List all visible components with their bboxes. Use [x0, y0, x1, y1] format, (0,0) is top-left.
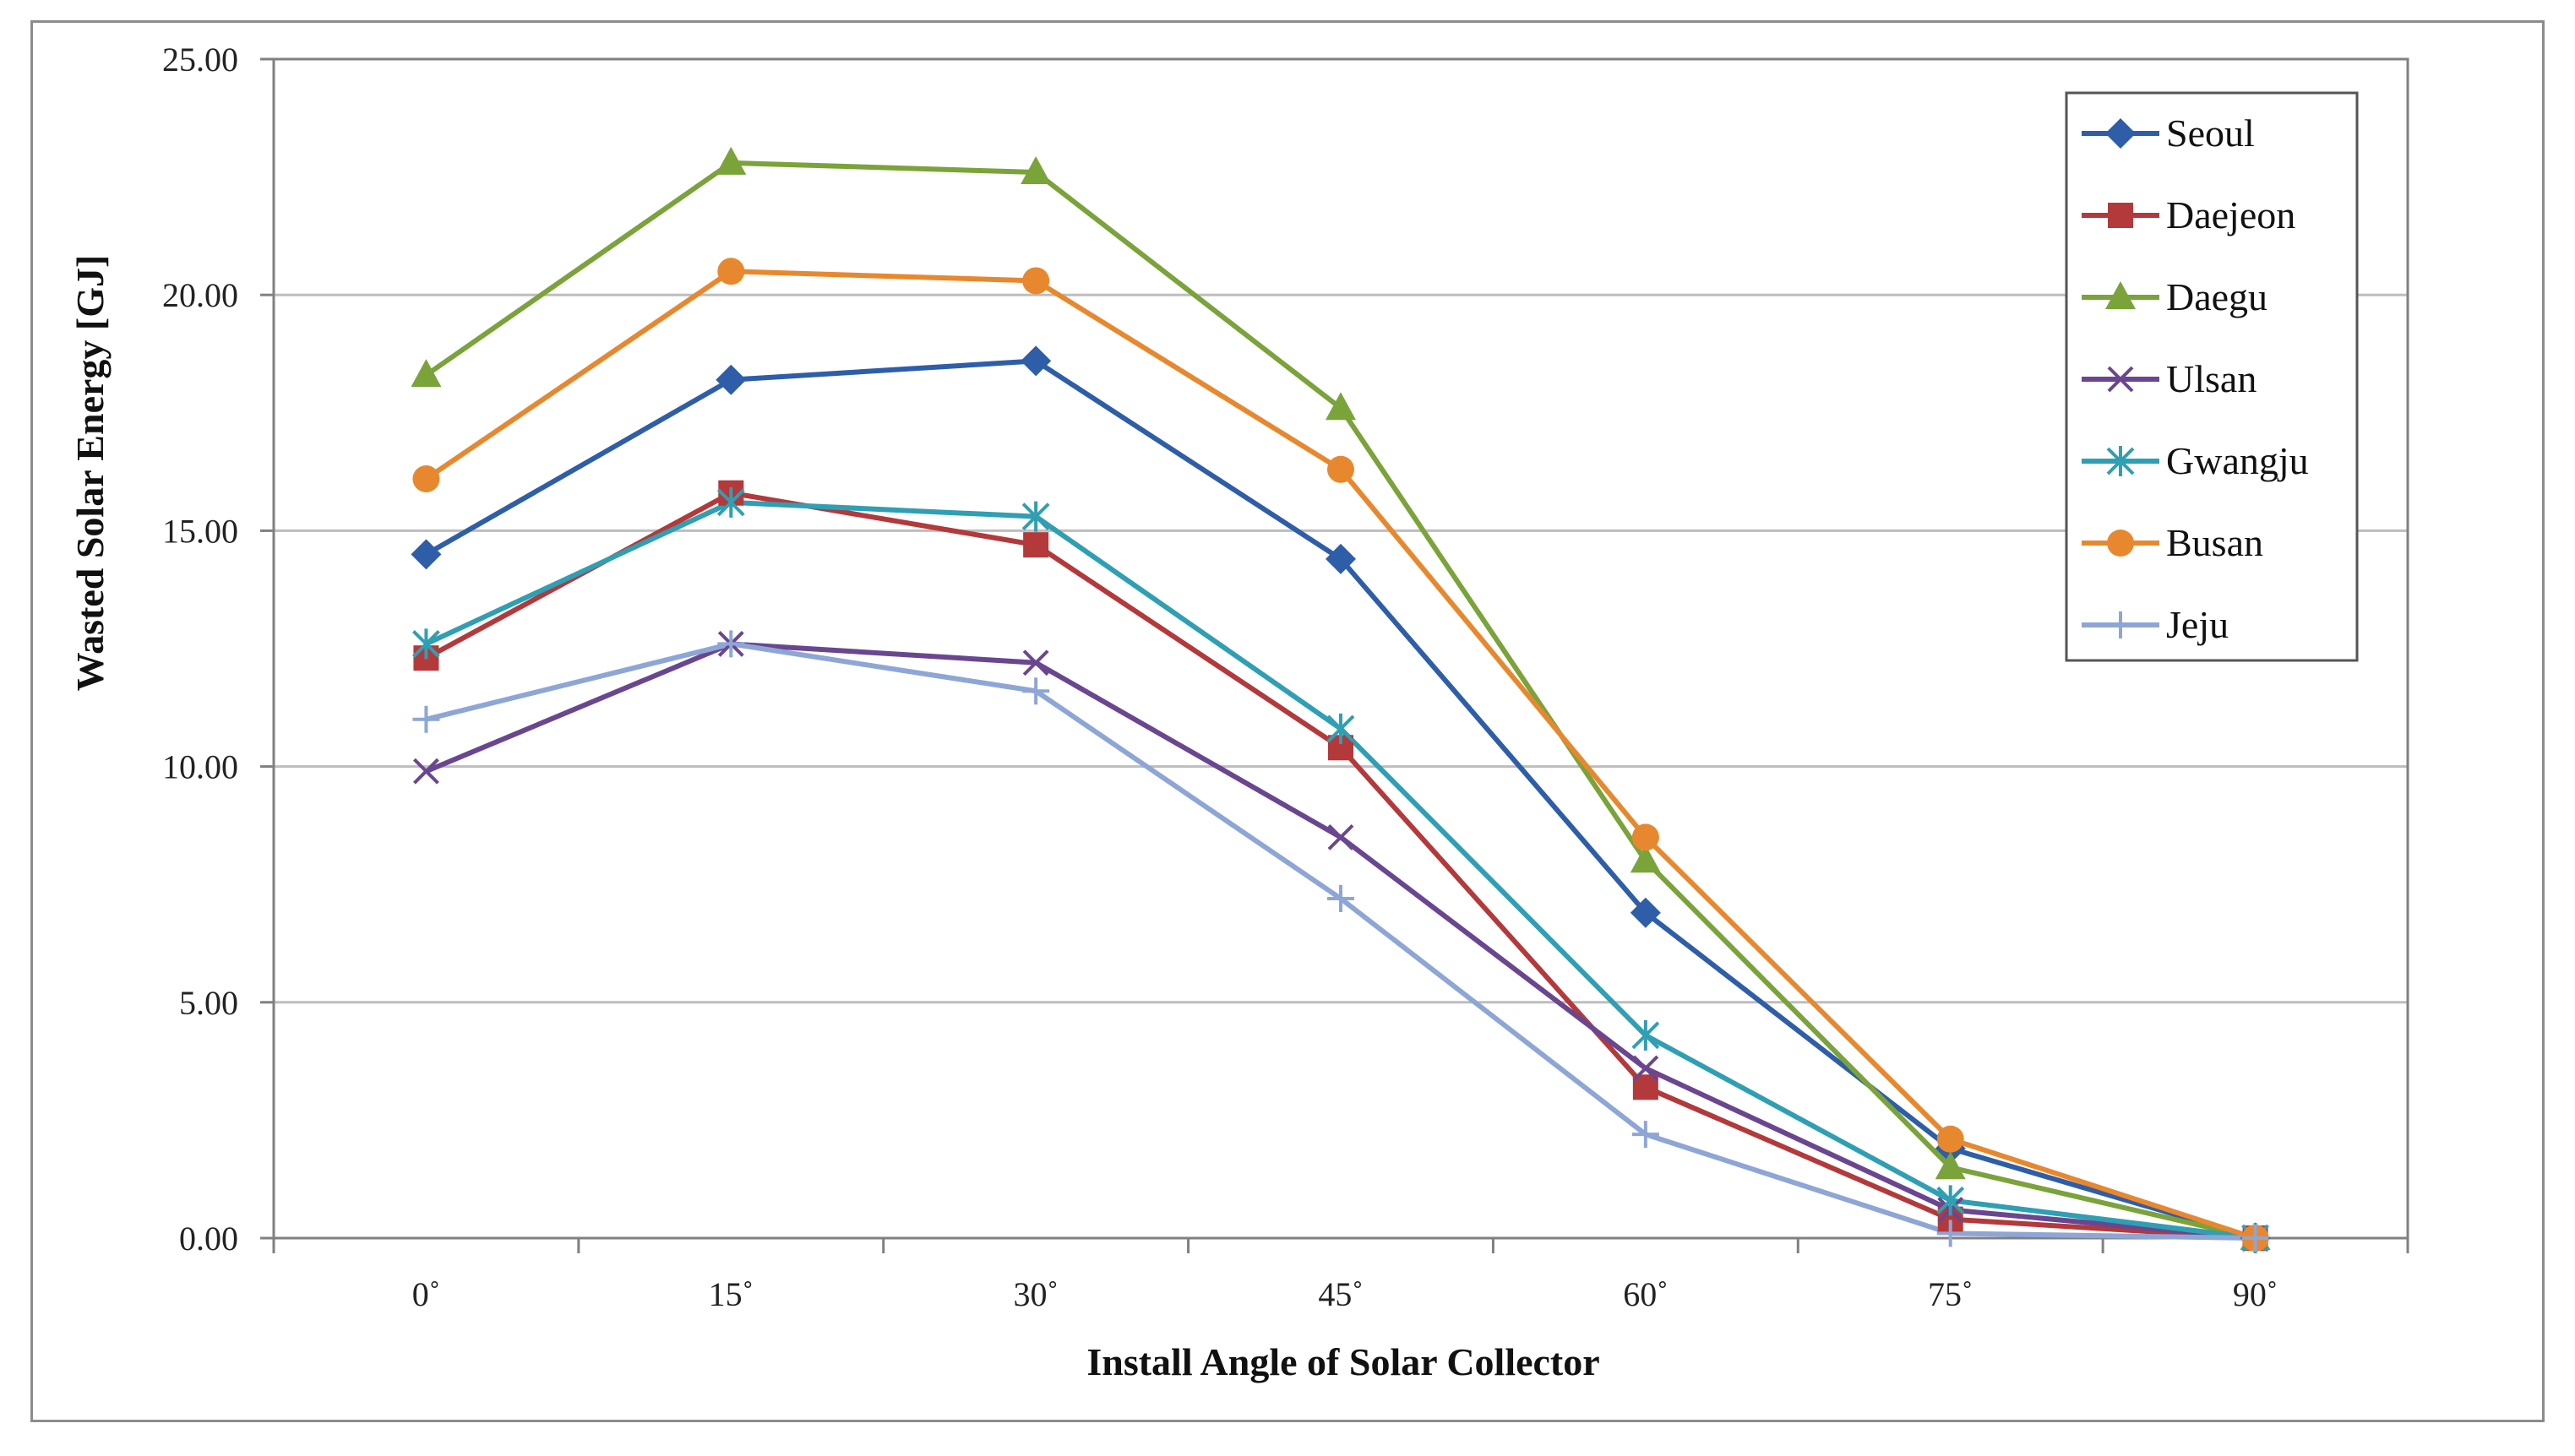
data-point-ulsan: [1632, 1055, 1659, 1082]
data-point-seoul: [1326, 543, 1356, 574]
x-tick-label: 60˚: [1623, 1275, 1668, 1313]
legend-label-gwangju: Gwangju: [2166, 439, 2309, 482]
data-point-jeju: [717, 630, 745, 658]
data-point-busan: [717, 258, 745, 285]
x-tick-label: 15˚: [709, 1275, 754, 1313]
legend-label-ulsan: Ulsan: [2166, 357, 2257, 400]
data-point-busan: [1022, 267, 1050, 295]
y-axis-title: Wasted Solar Energy [GJ]: [68, 255, 112, 692]
data-point-daegu: [1021, 156, 1052, 185]
legend-marker-busan: [2107, 530, 2134, 557]
data-point-busan: [1631, 823, 1659, 851]
series-lines: [424, 160, 2257, 1241]
legend-marker-ulsan: [2107, 366, 2134, 393]
data-point-gwangju: [412, 628, 440, 660]
data-point-busan: [1936, 1125, 1964, 1153]
data-point-jeju: [1631, 1121, 1659, 1149]
axes: 0.00 5.00 10.00 15.00 20.00 25.00 0˚ 15˚ 30˚ 45˚ 6…: [162, 41, 2409, 1313]
series-markers: [411, 146, 2271, 1253]
series-line-daegu: [424, 160, 2257, 1241]
data-point-busan: [1327, 455, 1354, 483]
legend-marker-daegu: [2105, 281, 2136, 309]
legend-label-daegu: Daegu: [2166, 275, 2267, 318]
data-point-gwangju: [1936, 1185, 1965, 1216]
data-point-daegu: [1630, 845, 1661, 873]
data-point-ulsan: [1022, 649, 1049, 676]
x-tick-label: 45˚: [1318, 1275, 1363, 1313]
legend-marker-gwangju: [2106, 446, 2135, 476]
legend-marker-seoul: [2105, 118, 2136, 149]
x-axis-title: Install Angle of Solar Collector: [1086, 1340, 1599, 1383]
y-tick-label: 10.00: [162, 748, 238, 786]
data-point-daegu: [1326, 392, 1356, 421]
x-tick-label: 30˚: [1013, 1275, 1058, 1313]
x-tick-label: 0˚: [412, 1275, 440, 1313]
data-point-seoul: [1630, 897, 1661, 928]
data-point-gwangju: [1631, 1019, 1660, 1051]
series-line-gwangju: [425, 499, 2256, 1241]
data-point-gwangju: [716, 486, 745, 518]
gridlines: [274, 293, 2408, 1004]
data-point-busan: [412, 465, 440, 492]
plot-area-border: [272, 57, 2409, 1240]
data-point-jeju: [1022, 677, 1050, 705]
y-tick-label: 5.00: [179, 984, 238, 1022]
data-point-jeju: [2241, 1225, 2269, 1252]
data-point-seoul: [411, 539, 442, 570]
legend-marker-daejeon: [2108, 203, 2133, 228]
y-tick-label: 0.00: [179, 1220, 238, 1258]
legend-marker-jeju: [2107, 611, 2134, 638]
data-point-ulsan: [1327, 823, 1354, 850]
legend-label-daejeon: Daejeon: [2166, 193, 2295, 236]
y-tick-label: 15.00: [162, 512, 238, 550]
data-point-jeju: [1327, 884, 1354, 912]
data-point-daejeon: [1023, 532, 1049, 558]
data-point-gwangju: [1021, 501, 1050, 532]
legend-label-seoul: Seoul: [2166, 111, 2255, 155]
data-point-daegu: [411, 359, 442, 388]
x-tick-label: 75˚: [1928, 1275, 1973, 1313]
data-point-seoul: [716, 364, 747, 395]
x-tick-label: 90˚: [2233, 1275, 2278, 1313]
legend: Seoul Daejeon Daegu Ulsan Gwangju Busan Jeju: [2065, 91, 2359, 662]
data-point-seoul: [1021, 345, 1052, 377]
data-point-jeju: [1936, 1220, 1964, 1247]
legend-label-busan: Busan: [2166, 521, 2263, 564]
data-point-jeju: [412, 705, 440, 733]
y-tick-label: 20.00: [162, 276, 238, 314]
data-point-daegu: [1935, 1151, 1966, 1180]
legend-label-jeju: Jeju: [2166, 603, 2229, 646]
series-line-seoul: [424, 358, 2257, 1241]
y-tick-label: 25.00: [162, 41, 238, 79]
data-point-daegu: [716, 146, 747, 175]
data-point-ulsan: [413, 758, 439, 785]
data-point-gwangju: [1326, 713, 1355, 744]
series-line-daejeon: [424, 490, 2256, 1241]
